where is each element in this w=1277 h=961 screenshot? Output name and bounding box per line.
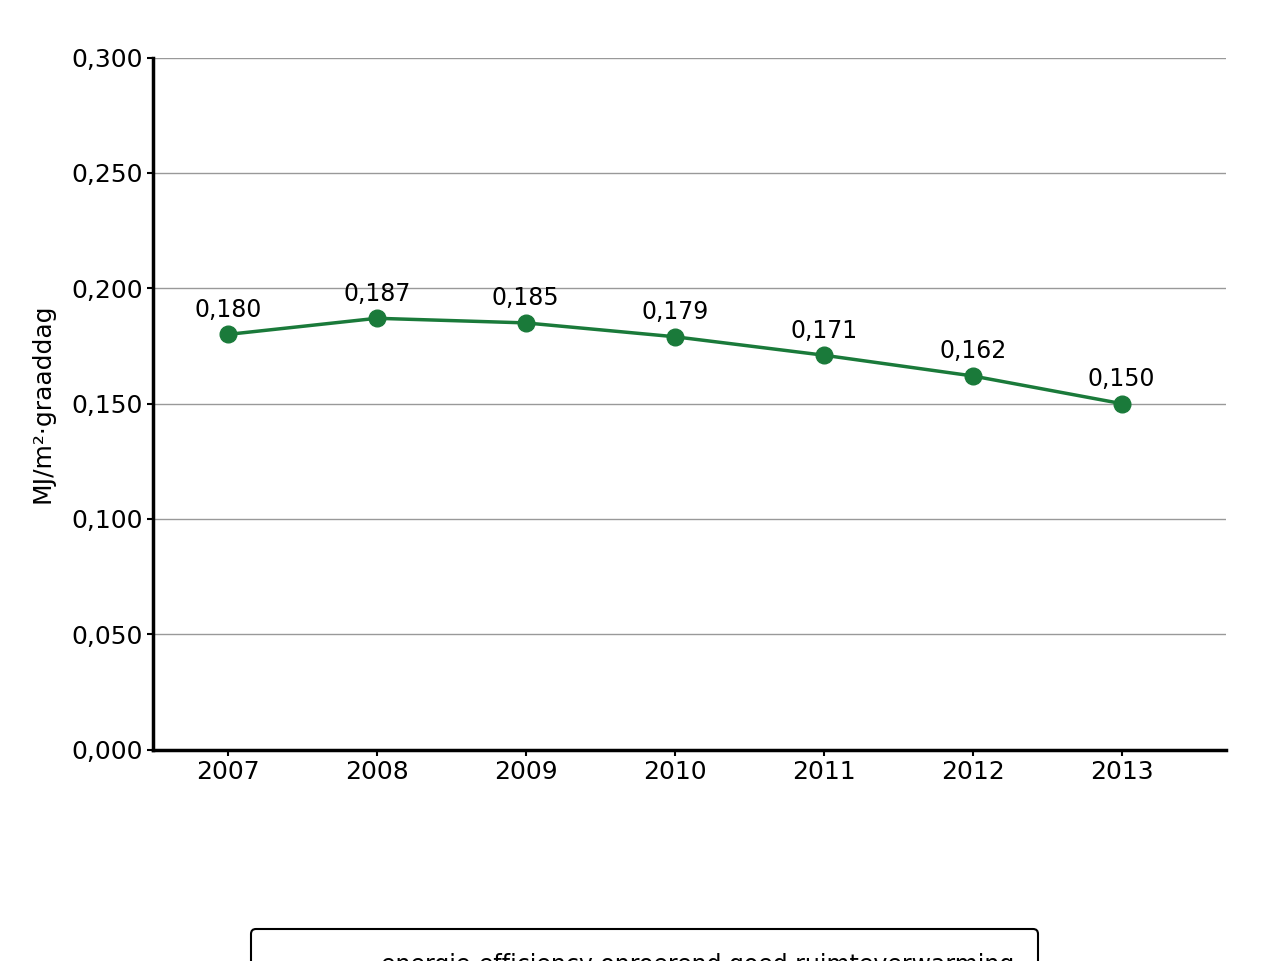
Y-axis label: MJ/m²·graaddag: MJ/m²·graaddag (31, 304, 55, 504)
Text: 0,162: 0,162 (939, 339, 1006, 363)
Text: 0,171: 0,171 (790, 319, 857, 343)
Text: 0,187: 0,187 (344, 282, 410, 306)
Text: 0,179: 0,179 (641, 300, 709, 324)
Text: 0,150: 0,150 (1088, 367, 1156, 391)
Text: 0,185: 0,185 (492, 286, 559, 310)
Text: 0,180: 0,180 (194, 298, 262, 322)
Legend: energie-efficiency onroerend goed ruimteverwarming
(exclusief elektriciteit): energie-efficiency onroerend goed ruimte… (250, 929, 1038, 961)
